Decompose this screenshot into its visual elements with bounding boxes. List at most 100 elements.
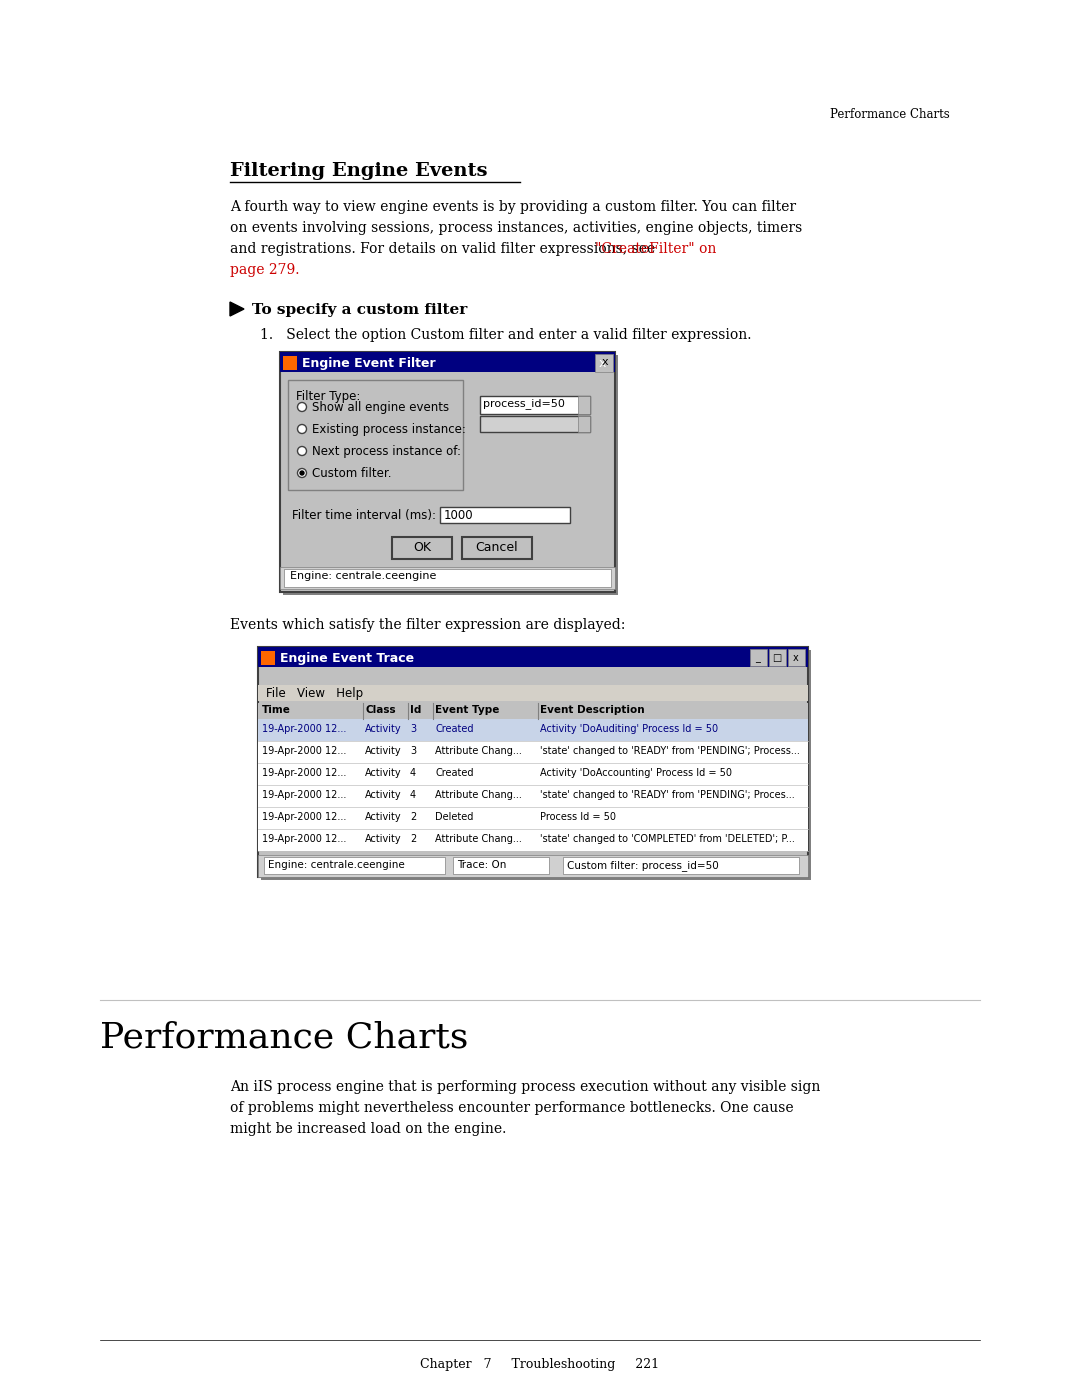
Bar [578, 395, 590, 414]
Text: OK: OK [413, 541, 431, 555]
Bar [258, 703, 808, 719]
Text: 1000: 1000 [444, 509, 474, 522]
Text: 'state' changed to 'COMPLETED' from 'DELETED'; P...: 'state' changed to 'COMPLETED' from 'DEL… [540, 834, 795, 844]
Text: Existing process instance:: Existing process instance: [312, 423, 465, 436]
Text: Activity: Activity [365, 746, 402, 756]
Text: of problems might nevertheless encounter performance bottlenecks. One cause: of problems might nevertheless encounter… [230, 1101, 794, 1115]
Bar [258, 785, 808, 807]
Text: x: x [793, 652, 799, 664]
FancyBboxPatch shape [392, 536, 453, 559]
Bar [769, 650, 786, 666]
Text: 4: 4 [410, 768, 416, 778]
Text: x: x [602, 358, 609, 367]
Text: "CreateFilter" on: "CreateFilter" on [595, 242, 716, 256]
Text: 'state' changed to 'READY' from 'PENDING'; Proces...: 'state' changed to 'READY' from 'PENDING… [540, 789, 795, 800]
Text: An iIS process engine that is performing process execution without any visible s: An iIS process engine that is performing… [230, 1080, 821, 1094]
Text: Engine: centrale.ceengine: Engine: centrale.ceengine [268, 861, 405, 870]
Text: 3: 3 [410, 746, 416, 756]
Text: Attribute Chang...: Attribute Chang... [435, 834, 522, 844]
Text: Process Id = 50: Process Id = 50 [540, 812, 616, 821]
Bar [258, 719, 808, 740]
Text: 19-Apr-2000 12...: 19-Apr-2000 12... [262, 768, 347, 778]
Text: Activity: Activity [365, 834, 402, 844]
Text: Filter time interval (ms):: Filter time interval (ms): [292, 509, 436, 522]
Text: □: □ [772, 652, 782, 664]
Bar [563, 856, 799, 875]
Text: 19-Apr-2000 12...: 19-Apr-2000 12... [262, 812, 347, 821]
Text: might be increased load on the engine.: might be increased load on the engine. [230, 1122, 507, 1136]
Text: process_id=50: process_id=50 [483, 398, 565, 409]
FancyBboxPatch shape [462, 536, 532, 559]
Text: Custom filter: process_id=50: Custom filter: process_id=50 [567, 861, 719, 870]
Text: Activity 'DoAuditing' Process Id = 50: Activity 'DoAuditing' Process Id = 50 [540, 724, 718, 733]
Text: 19-Apr-2000 12...: 19-Apr-2000 12... [262, 746, 347, 756]
Bar [258, 807, 808, 828]
Text: _: _ [756, 652, 760, 664]
Text: 1.   Select the option Custom filter and enter a valid filter expression.: 1. Select the option Custom filter and e… [260, 328, 752, 342]
Bar [280, 352, 615, 592]
Text: Filtering Engine Events: Filtering Engine Events [230, 162, 487, 180]
Text: x: x [599, 358, 606, 370]
Text: Show all engine events: Show all engine events [312, 401, 449, 414]
Text: Performance Charts: Performance Charts [100, 1020, 469, 1053]
Circle shape [297, 402, 307, 412]
Bar [258, 647, 808, 877]
Bar [480, 395, 590, 414]
Bar [453, 856, 549, 875]
Bar [750, 650, 767, 666]
Text: Engine Event Filter: Engine Event Filter [302, 358, 435, 370]
Bar [264, 856, 445, 875]
Text: Engine: centrale.ceengine: Engine: centrale.ceengine [291, 571, 436, 581]
Text: Filter Type:: Filter Type: [296, 390, 361, 402]
Text: Custom filter.: Custom filter. [312, 467, 391, 481]
Text: Class: Class [365, 705, 395, 715]
Text: A fourth way to view engine events is by providing a custom filter. You can filt: A fourth way to view engine events is by… [230, 200, 796, 214]
Circle shape [300, 471, 303, 475]
Text: Activity: Activity [365, 724, 402, 733]
Text: 2: 2 [410, 834, 416, 844]
Bar [788, 650, 805, 666]
Bar [258, 763, 808, 785]
Bar [283, 355, 618, 595]
Bar [284, 569, 611, 587]
Circle shape [297, 447, 307, 455]
Text: 3: 3 [410, 724, 416, 733]
Text: Events which satisfy the filter expression are displayed:: Events which satisfy the filter expressi… [230, 617, 625, 631]
Text: Activity: Activity [365, 789, 402, 800]
Text: File   View   Help: File View Help [266, 687, 363, 700]
Text: 2: 2 [410, 812, 416, 821]
Bar [258, 828, 808, 851]
Text: Activity: Activity [365, 812, 402, 821]
Circle shape [297, 425, 307, 433]
Bar [280, 567, 615, 590]
Text: Next process instance of:: Next process instance of: [312, 446, 461, 458]
Bar [283, 356, 297, 370]
Text: Activity: Activity [365, 768, 402, 778]
Text: Event Description: Event Description [540, 705, 645, 715]
Text: 19-Apr-2000 12...: 19-Apr-2000 12... [262, 724, 347, 733]
Bar [440, 507, 570, 522]
Text: Activity 'DoAccounting' Process Id = 50: Activity 'DoAccounting' Process Id = 50 [540, 768, 732, 778]
Bar [480, 416, 590, 432]
Text: Id: Id [410, 705, 421, 715]
Text: 4: 4 [410, 789, 416, 800]
Text: Chapter   7     Troubleshooting     221: Chapter 7 Troubleshooting 221 [420, 1358, 660, 1370]
Text: Trace: On: Trace: On [457, 861, 507, 870]
Text: 19-Apr-2000 12...: 19-Apr-2000 12... [262, 789, 347, 800]
Text: Created: Created [435, 768, 473, 778]
Text: and registrations. For details on valid filter expressions, see: and registrations. For details on valid … [230, 242, 660, 256]
Bar [595, 353, 613, 372]
Text: Time: Time [262, 705, 291, 715]
Bar [578, 416, 590, 432]
Text: Cancel: Cancel [475, 541, 518, 555]
Bar [280, 352, 615, 372]
Text: Attribute Chang...: Attribute Chang... [435, 746, 522, 756]
Text: page 279.: page 279. [230, 263, 299, 277]
Bar [258, 740, 808, 763]
Bar [261, 651, 275, 665]
Text: Engine Event Trace: Engine Event Trace [280, 652, 414, 665]
Text: Event Type: Event Type [435, 705, 499, 715]
Text: To specify a custom filter: To specify a custom filter [252, 303, 468, 317]
Bar [258, 855, 808, 877]
Text: Created: Created [435, 724, 473, 733]
